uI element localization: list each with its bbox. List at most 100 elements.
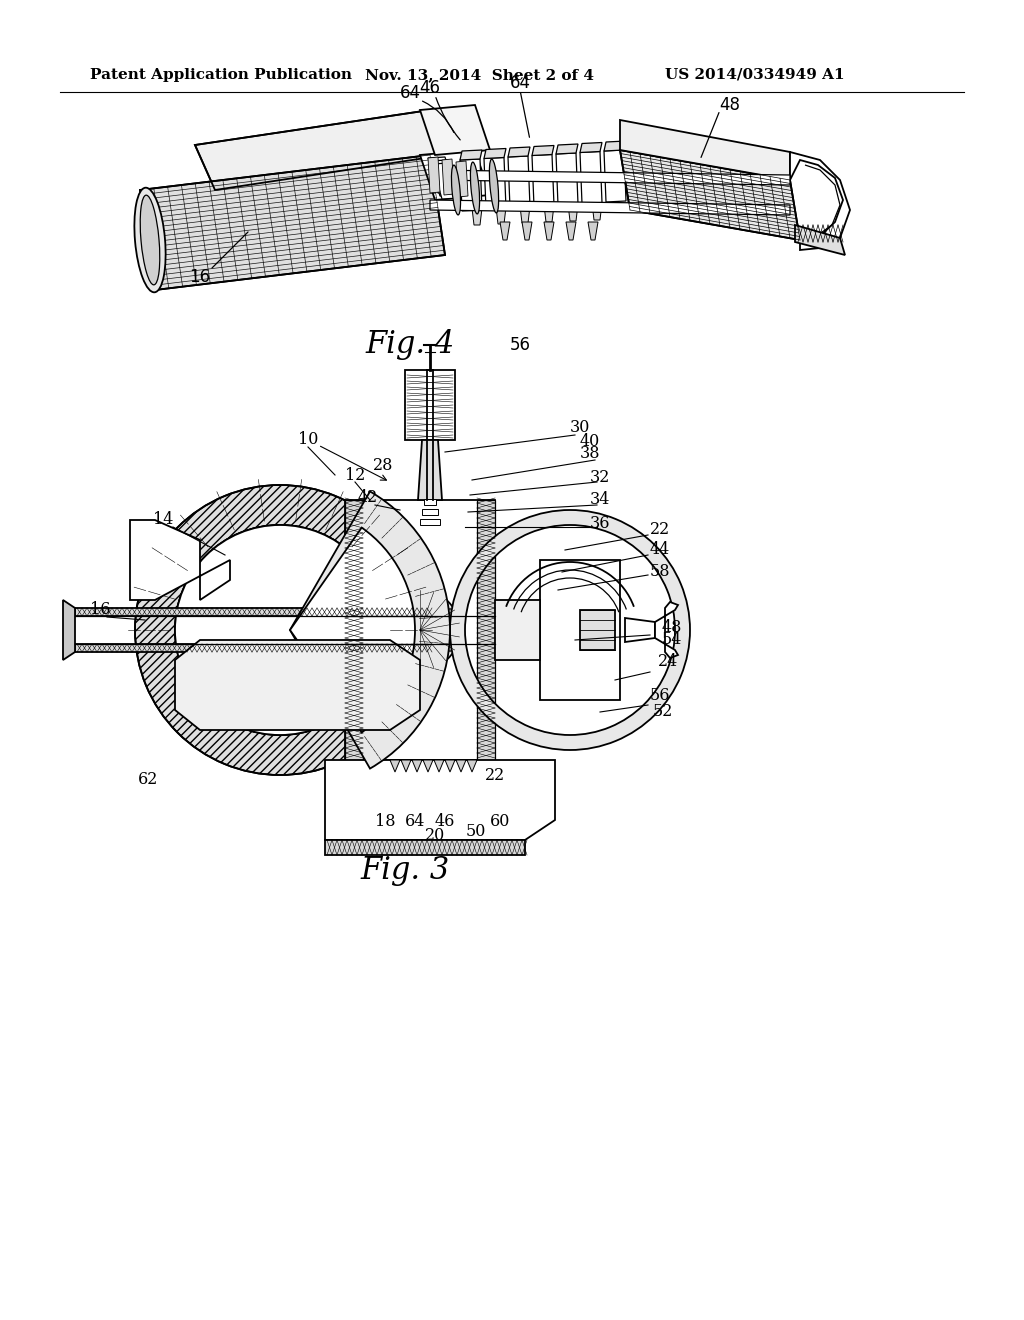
Polygon shape	[390, 609, 398, 616]
Polygon shape	[430, 201, 790, 215]
Polygon shape	[620, 150, 800, 240]
Polygon shape	[467, 760, 477, 772]
Text: Fig. 3: Fig. 3	[360, 854, 450, 886]
Text: 58: 58	[650, 564, 671, 581]
Polygon shape	[442, 158, 454, 195]
Polygon shape	[420, 106, 490, 154]
Text: 32: 32	[590, 469, 610, 486]
Polygon shape	[345, 500, 362, 760]
Polygon shape	[430, 170, 790, 185]
Wedge shape	[290, 491, 450, 768]
Text: 22: 22	[485, 767, 505, 784]
Text: 50: 50	[466, 824, 486, 841]
Text: 44: 44	[650, 541, 670, 558]
Polygon shape	[175, 640, 420, 730]
Text: 12: 12	[345, 466, 366, 483]
Polygon shape	[412, 760, 422, 772]
Polygon shape	[418, 440, 442, 500]
Polygon shape	[130, 520, 230, 601]
Circle shape	[175, 525, 385, 735]
Polygon shape	[430, 644, 438, 652]
Polygon shape	[604, 150, 626, 202]
Polygon shape	[508, 156, 530, 209]
Polygon shape	[460, 150, 482, 160]
Polygon shape	[484, 157, 506, 210]
Polygon shape	[420, 519, 440, 525]
Text: 28: 28	[373, 457, 393, 474]
FancyBboxPatch shape	[345, 500, 495, 760]
Polygon shape	[195, 110, 445, 190]
Wedge shape	[290, 528, 415, 733]
Polygon shape	[390, 760, 400, 772]
Polygon shape	[406, 370, 455, 440]
Polygon shape	[472, 209, 482, 224]
Polygon shape	[424, 499, 436, 506]
Polygon shape	[406, 609, 414, 616]
Text: Patent Application Publication: Patent Application Publication	[90, 69, 352, 82]
Text: 48: 48	[720, 96, 740, 114]
Text: 42: 42	[357, 490, 378, 507]
Polygon shape	[430, 160, 457, 195]
Polygon shape	[63, 601, 75, 660]
Text: US 2014/0334949 A1: US 2014/0334949 A1	[665, 69, 845, 82]
Polygon shape	[432, 162, 459, 199]
Polygon shape	[414, 644, 422, 652]
Polygon shape	[496, 207, 506, 224]
Ellipse shape	[470, 162, 479, 214]
Polygon shape	[580, 610, 615, 649]
Polygon shape	[428, 157, 440, 193]
Polygon shape	[522, 222, 532, 240]
Polygon shape	[438, 609, 446, 616]
Polygon shape	[140, 154, 445, 290]
Polygon shape	[398, 609, 406, 616]
Polygon shape	[484, 149, 506, 158]
Polygon shape	[398, 644, 406, 652]
Ellipse shape	[452, 165, 461, 215]
Polygon shape	[556, 144, 578, 154]
Polygon shape	[588, 222, 598, 240]
Polygon shape	[544, 205, 554, 222]
Ellipse shape	[489, 160, 499, 213]
Polygon shape	[460, 158, 482, 211]
Polygon shape	[580, 143, 602, 153]
Polygon shape	[477, 500, 495, 760]
Text: 34: 34	[590, 491, 610, 508]
Polygon shape	[422, 644, 430, 652]
Text: 56: 56	[650, 686, 671, 704]
Text: 46: 46	[435, 813, 456, 830]
Text: 52: 52	[653, 704, 673, 721]
Polygon shape	[520, 206, 530, 223]
Text: 46: 46	[420, 79, 440, 96]
Text: 54: 54	[662, 631, 682, 648]
Polygon shape	[423, 760, 433, 772]
Polygon shape	[532, 154, 554, 206]
Text: 64: 64	[404, 813, 425, 830]
Polygon shape	[75, 609, 430, 616]
Text: 64: 64	[510, 74, 530, 92]
Polygon shape	[566, 222, 575, 240]
Text: 16: 16	[90, 602, 111, 619]
Polygon shape	[790, 152, 850, 249]
Text: 48: 48	[662, 619, 682, 636]
Text: 14: 14	[153, 511, 173, 528]
Polygon shape	[434, 760, 444, 772]
Polygon shape	[422, 609, 430, 616]
Polygon shape	[556, 153, 578, 205]
Polygon shape	[580, 152, 602, 203]
Circle shape	[380, 590, 460, 671]
Polygon shape	[532, 145, 554, 156]
Polygon shape	[568, 205, 578, 220]
Text: 56: 56	[510, 337, 530, 354]
Polygon shape	[430, 609, 438, 616]
Text: 60: 60	[489, 813, 510, 830]
Text: 36: 36	[590, 515, 610, 532]
Text: 30: 30	[569, 420, 590, 437]
Polygon shape	[325, 840, 525, 855]
Polygon shape	[446, 644, 454, 652]
Polygon shape	[625, 618, 655, 642]
Text: 40: 40	[580, 433, 600, 450]
Polygon shape	[390, 644, 398, 652]
Polygon shape	[592, 203, 602, 220]
Polygon shape	[414, 609, 422, 616]
Polygon shape	[75, 644, 430, 652]
